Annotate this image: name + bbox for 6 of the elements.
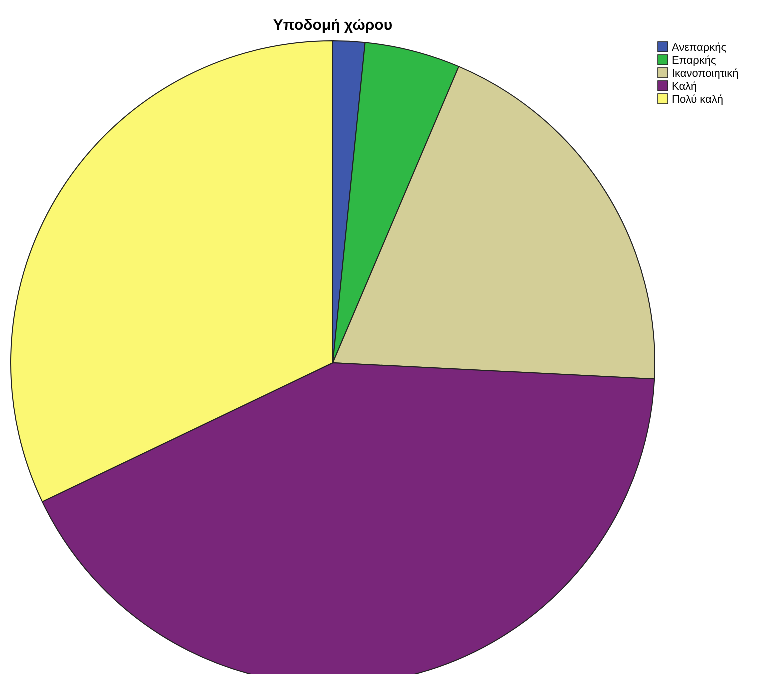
legend-label: Καλή [672, 81, 698, 93]
legend-label: Πολύ καλή [672, 94, 724, 106]
legend-label: Επαρκής [672, 55, 716, 67]
chart-title: Υποδομή χώρου [273, 17, 393, 34]
legend-label: Ικανοποιητική [672, 68, 739, 80]
legend-label: Ανεπαρκής [672, 42, 727, 54]
